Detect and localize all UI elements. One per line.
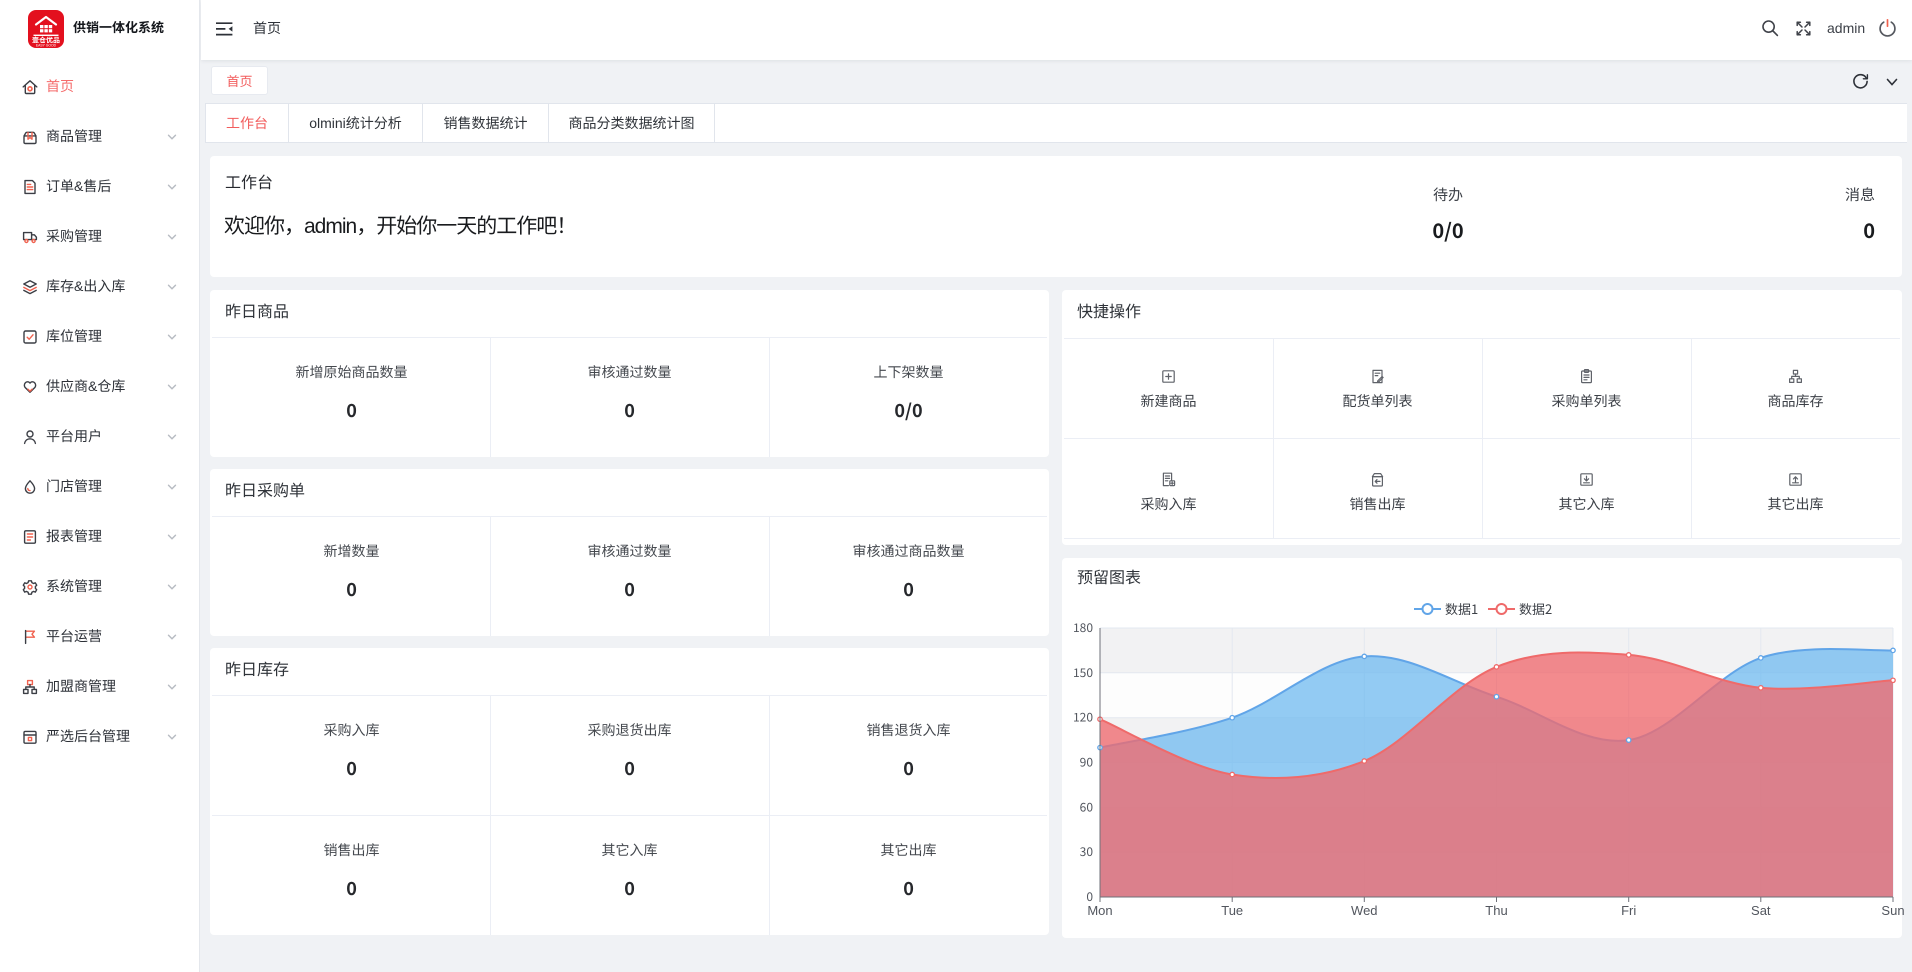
svg-text:数据1: 数据1: [1445, 599, 1478, 618]
svg-text:Sat: Sat: [1751, 900, 1771, 919]
svg-text:150: 150: [1073, 664, 1093, 681]
svg-text:30: 30: [1080, 843, 1094, 860]
svg-text:Thu: Thu: [1485, 900, 1507, 919]
svg-text:Sun: Sun: [1881, 900, 1904, 919]
svg-text:0: 0: [1086, 888, 1093, 905]
svg-text:EASY GOOD: EASY GOOD: [36, 43, 57, 47]
svg-text:60: 60: [1080, 798, 1094, 815]
svg-text:数据2: 数据2: [1519, 599, 1552, 618]
svg-text:Fri: Fri: [1621, 900, 1636, 919]
svg-text:90: 90: [1080, 754, 1094, 771]
svg-text:Tue: Tue: [1221, 900, 1243, 919]
svg-text:120: 120: [1073, 709, 1093, 726]
svg-text:180: 180: [1073, 619, 1093, 636]
svg-text:Wed: Wed: [1351, 900, 1378, 919]
svg-text:Mon: Mon: [1087, 900, 1112, 919]
svg-text:壹仓优品: 壹仓优品: [32, 36, 60, 46]
